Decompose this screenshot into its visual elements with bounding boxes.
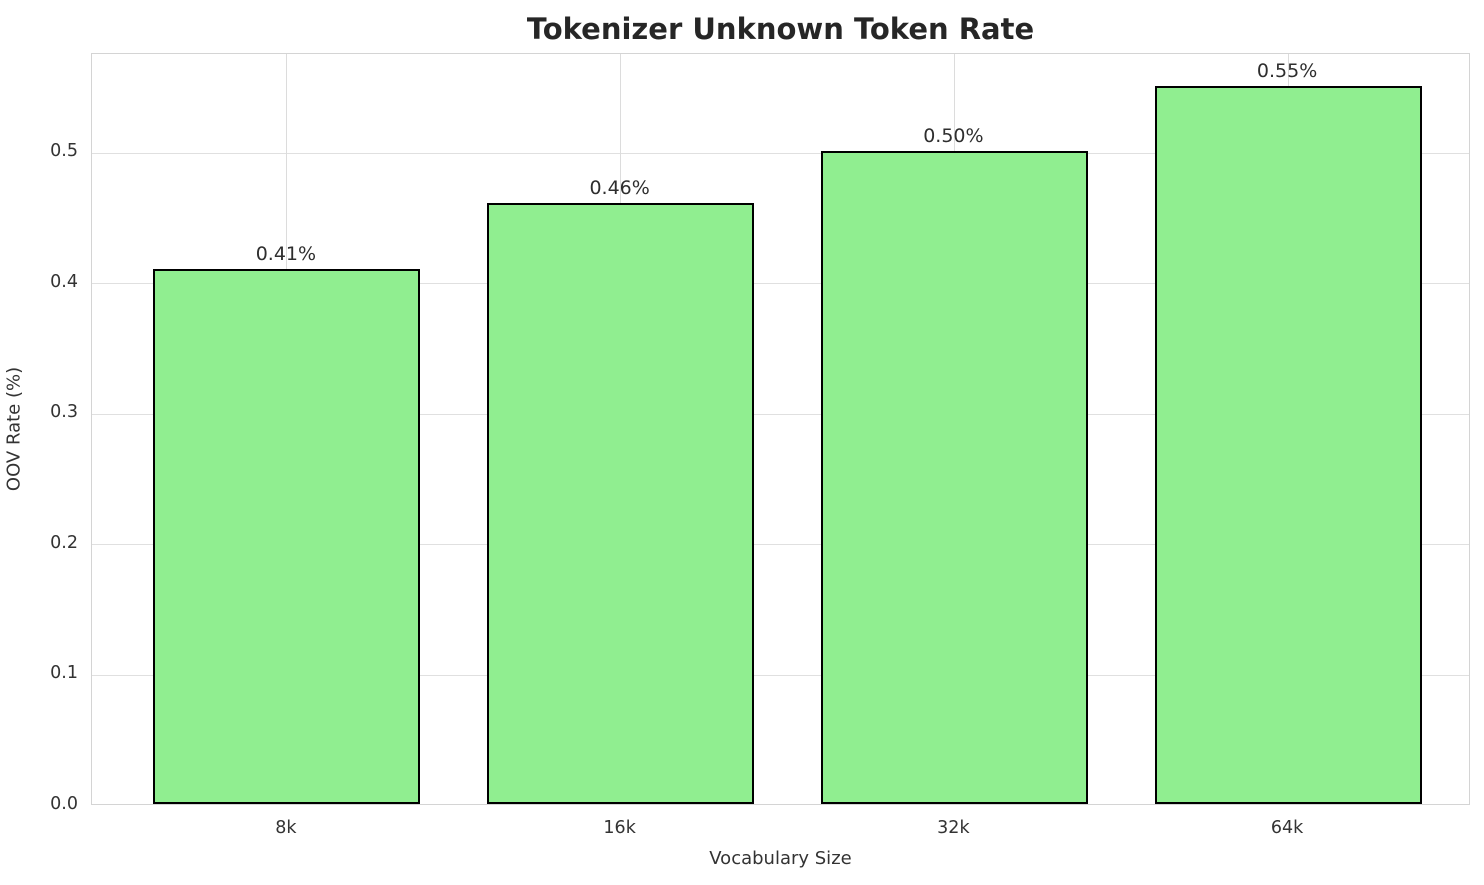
bar-value-label-16k: 0.46%: [589, 177, 650, 200]
x-tick-label-64k: 64k: [1270, 818, 1304, 838]
x-tick-label-16k: 16k: [603, 818, 636, 838]
chart-title: Tokenizer Unknown Token Rate: [526, 12, 1035, 46]
y-gridline: [92, 674, 1469, 676]
y-tick-label: 0.1: [50, 663, 78, 684]
bar-value-label-64k: 0.55%: [1256, 59, 1318, 82]
x-axis-label: Vocabulary Size: [709, 848, 852, 869]
y-gridline: [92, 544, 1469, 546]
y-tick-label: 0.4: [50, 271, 78, 292]
y-tick-label: 0.5: [50, 141, 78, 162]
bar-value-label-8k: 0.41%: [255, 242, 317, 265]
y-tick-label: 0.3: [50, 402, 78, 423]
bar-64k: [1154, 85, 1422, 804]
plot-area: [91, 53, 1470, 805]
x-tick-label-8k: 8k: [275, 818, 297, 838]
y-gridline: [92, 283, 1469, 285]
y-tick-label: 0.2: [50, 532, 78, 553]
y-gridline: [92, 152, 1469, 154]
y-gridline: [92, 413, 1469, 415]
y-axis-label: OOV Rate (%): [3, 366, 25, 492]
bar-32k: [820, 151, 1088, 804]
y-tick-label: 0.0: [50, 794, 78, 814]
x-tick-label-32k: 32k: [937, 818, 970, 838]
bar-value-label-32k: 0.50%: [923, 125, 984, 148]
bar-8k: [153, 268, 421, 804]
bar-16k: [487, 203, 755, 804]
